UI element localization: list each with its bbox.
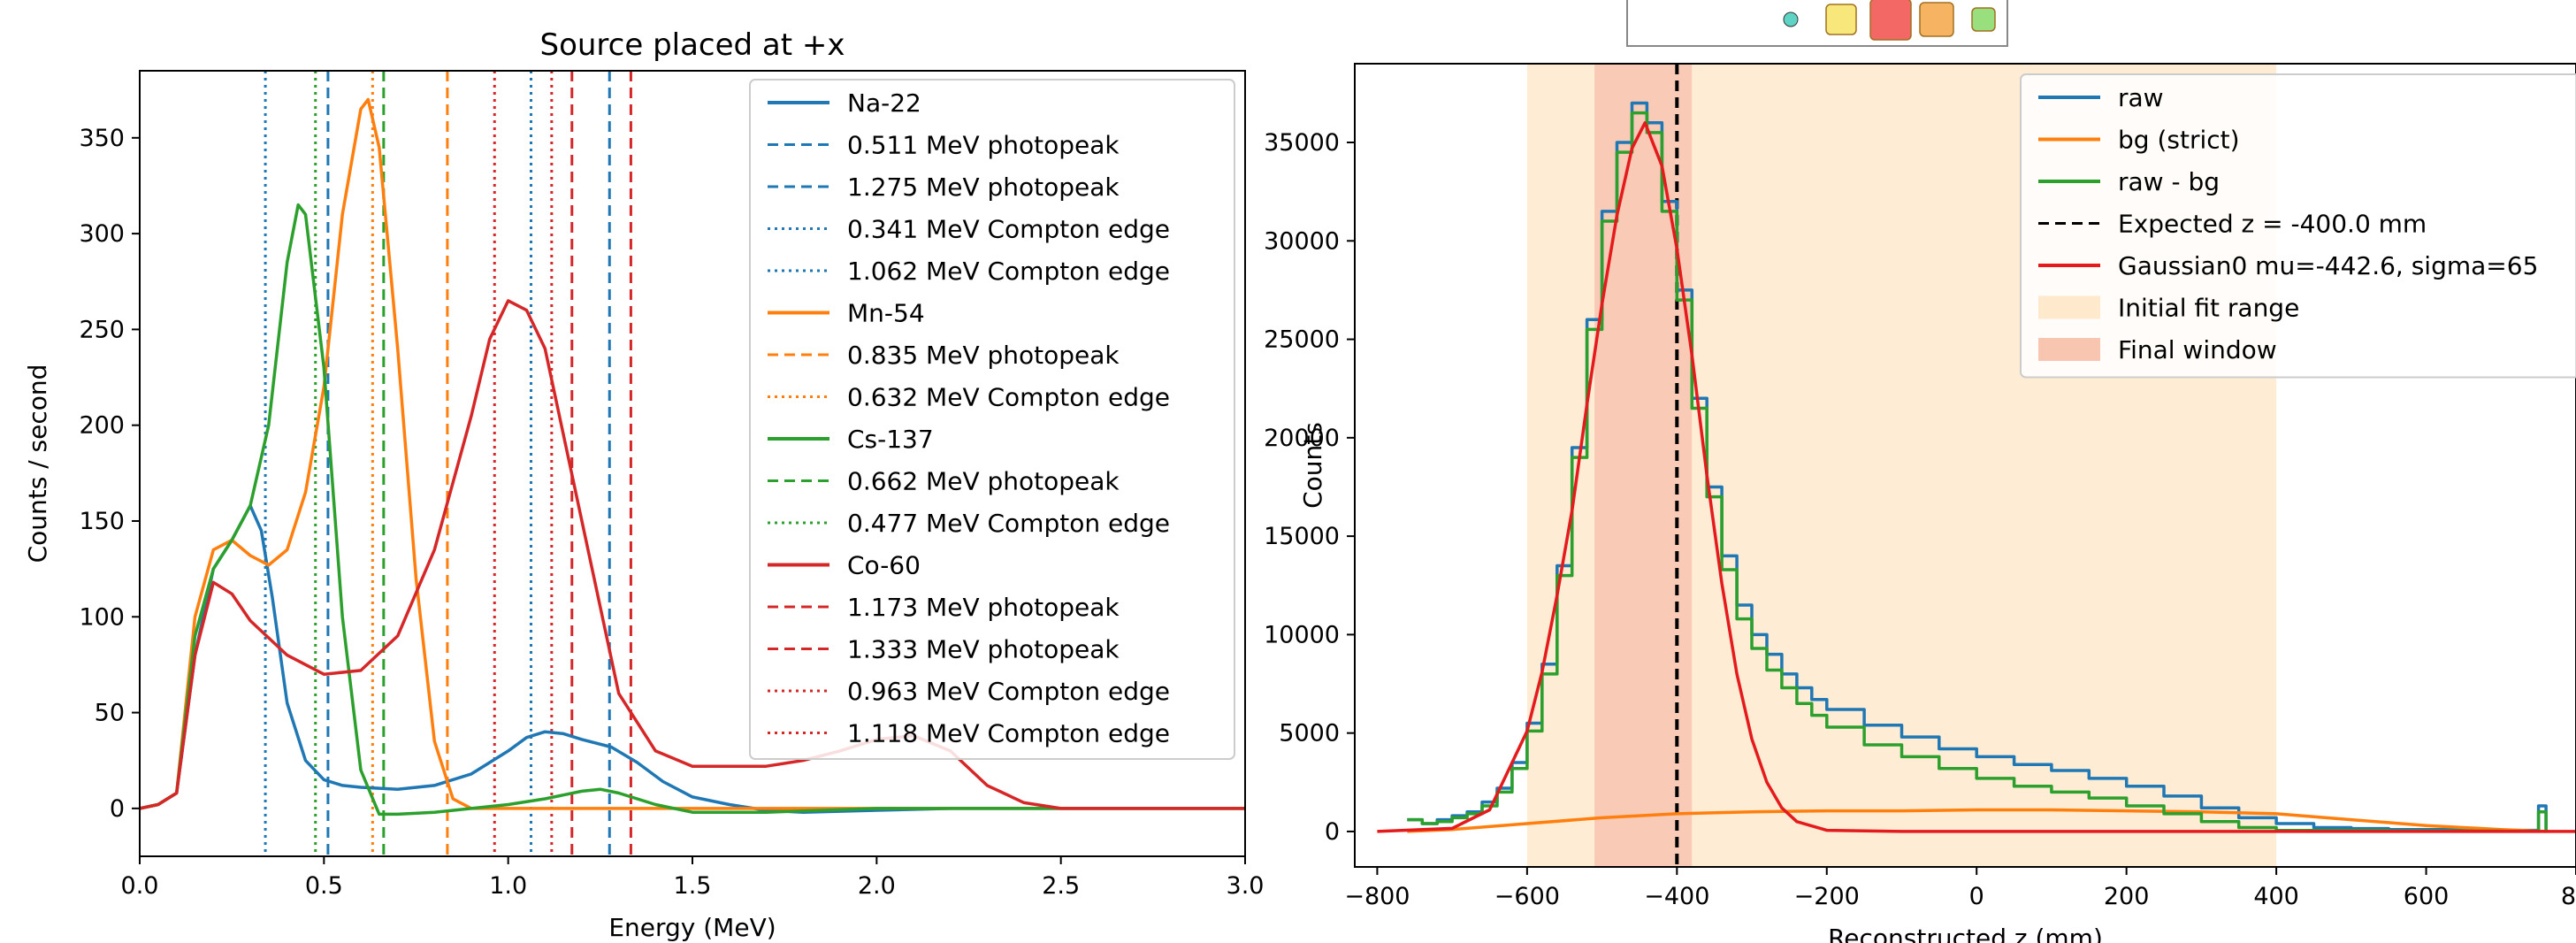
x-tick-label-6: 3.0 [1227,872,1265,900]
band-1 [1594,64,1693,867]
legend-label-12: 1.173 MeV photopeak [847,593,1120,622]
y-tick-label-6: 30000 [1264,227,1340,255]
legend-label-5: Initial fit range [2118,294,2299,323]
legend-label-6: 0.835 MeV photopeak [847,341,1120,370]
x-tick-label-3: −200 [1794,883,1860,910]
series-3 [1377,121,2576,833]
x-tick-label-6: 400 [2253,883,2299,910]
legend-label-3: 0.341 MeV Compton edge [847,215,1170,244]
legend-marker-2 [1869,0,1912,41]
series-1 [140,97,1245,810]
marker-legend [1626,0,2008,47]
x-tick-label-2: −400 [1644,883,1709,910]
x-axis-label: Reconstructed z (mm) [1828,924,2103,943]
legend-label-10: 0.477 MeV Compton edge [847,509,1170,538]
y-tick-label-7: 35000 [1264,129,1340,157]
y-tick-label-2: 100 [79,603,125,631]
y-tick-label-4: 200 [79,412,125,440]
y-tick-label-1: 50 [95,700,125,727]
x-axis-label: Energy (MeV) [608,913,776,942]
legend-label-5: Mn-54 [847,299,925,328]
energy-spectrum-chart: 0.0 0.5 1.0 1.5 2.0 2.5 3.0 0 50 100 150 200 250 300 3… [23,27,1264,942]
y-tick-label-0: 0 [110,795,125,823]
y-tick-label-3: 15000 [1264,523,1340,550]
legend-label-1: bg (strict) [2118,126,2240,155]
x-tick-label-0: 0.0 [121,872,159,900]
legend: raw bg (strict) raw - bg Expected z = -400.… [2020,73,2576,379]
x-tick-label-1: −600 [1494,883,1560,910]
legend-label-3: Expected z = -400.0 mm [2118,210,2427,239]
legend-marker-1 [1825,4,1857,35]
y-tick-label-5: 250 [79,316,125,343]
series-2 [140,203,1245,816]
x-tick-label-1: 0.5 [305,872,343,900]
y-tick-label-7: 350 [79,125,125,152]
legend-label-0: raw [2118,83,2164,112]
legend: Na-22 0.511 MeV photopeak 1.275 MeV photop… [749,79,1235,760]
y-tick-label-4: 20000 [1264,425,1340,452]
y-tick-label-5: 25000 [1264,326,1340,354]
series-2 [1407,111,2548,833]
x-tick-label-7: 600 [2404,883,2450,910]
legend-swatch-5 [2038,295,2100,319]
legend-label-6: Final window [2118,335,2277,364]
legend-label-1: 0.511 MeV photopeak [847,131,1120,160]
legend-label-7: 0.632 MeV Compton edge [847,383,1170,412]
legend-label-11: Co-60 [847,551,921,580]
axes-frame [1354,63,2576,868]
x-tick-label-5: 200 [2104,883,2150,910]
y-tick-label-6: 300 [79,220,125,248]
x-tick-label-4: 2.0 [858,872,896,900]
legend-label-4: 1.062 MeV Compton edge [847,257,1170,286]
series-1 [1407,808,2547,833]
y-axis-label: Counts / second [23,364,52,564]
y-tick-label-1: 5000 [1279,720,1340,748]
legend-label-15: 1.118 MeV Compton edge [847,719,1170,748]
legend-marker-3 [1919,2,1954,37]
legend-frame [2020,73,2576,379]
legend-swatch-6 [2038,338,2100,361]
legend-marker-0 [1783,12,1799,27]
y-axis-label: Counts [1298,422,1327,509]
x-tick-label-8: 80 [2561,883,2576,910]
x-tick-label-4: 0 [1969,883,1984,910]
x-tick-label-2: 1.0 [489,872,527,900]
legend-label-9: 0.662 MeV photopeak [847,467,1120,496]
legend-frame [749,79,1235,760]
legend-label-8: Cs-137 [847,425,934,454]
legend-label-0: Na-22 [847,88,921,118]
x-tick-label-0: −800 [1344,883,1410,910]
legend-label-13: 1.333 MeV photopeak [847,635,1120,664]
chart-title: Source placed at +x [539,27,845,63]
legend-label-2: raw - bg [2118,167,2220,196]
x-tick-label-5: 2.5 [1042,872,1080,900]
plot-area [140,71,1245,856]
legend-marker-4 [1971,7,1996,32]
y-tick-label-0: 0 [1325,818,1340,846]
legend-label-14: 0.963 MeV Compton edge [847,677,1170,706]
x-tick-label-3: 1.5 [674,872,712,900]
z-reconstruction-chart: −800−600−400−200020040060080050001000015… [1264,0,2576,943]
y-tick-label-2: 10000 [1264,621,1340,648]
legend-label-2: 1.275 MeV photopeak [847,172,1120,202]
y-tick-label-3: 150 [79,508,125,535]
legend-label-4: Gaussian0 mu=-442.6, sigma=65 [2118,251,2538,280]
